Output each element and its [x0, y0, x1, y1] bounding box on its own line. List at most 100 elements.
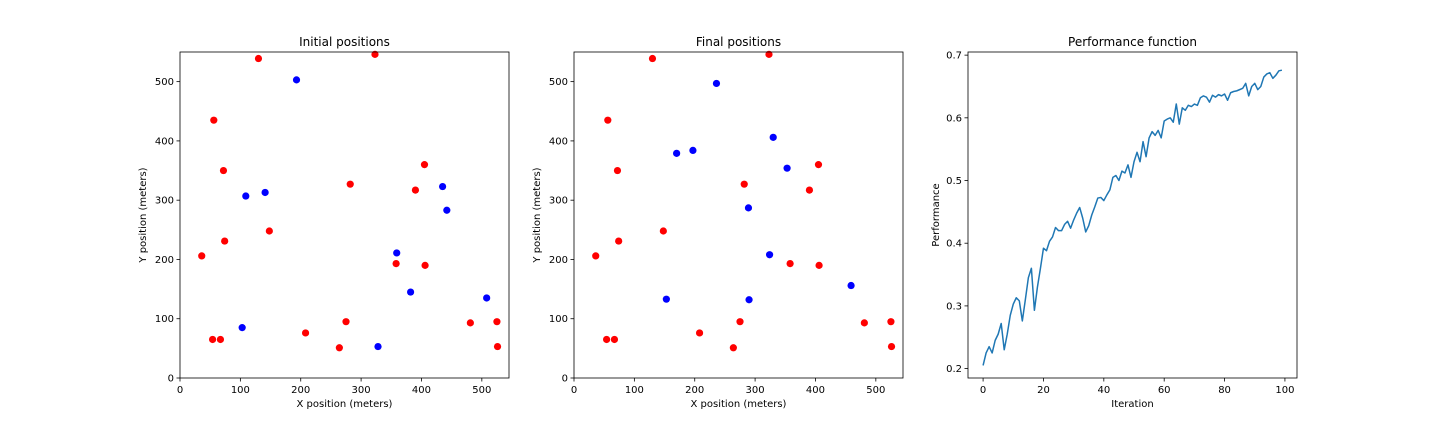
- data-point-blue-6: [407, 288, 415, 296]
- y-tick-label: 0.6: [946, 113, 962, 124]
- data-point-blue-9: [483, 294, 491, 302]
- performance-function-chart: Performance function 0 20 40 60 80 100 0.2 0.3 0.…: [931, 35, 1298, 410]
- data-point-red-5: [615, 237, 623, 245]
- data-point-blue-4: [744, 204, 753, 212]
- axes-frame: [573, 51, 904, 379]
- data-point-red-2: [210, 116, 218, 124]
- data-point-blue-3: [712, 79, 721, 88]
- x-tick-label: 100: [625, 385, 644, 396]
- data-point-red-9: [729, 344, 737, 352]
- y-tick-label: 0.4: [946, 239, 962, 250]
- data-point-red-16: [815, 261, 823, 269]
- x-tick-label: 500: [866, 385, 885, 396]
- y-tick-label: 0.7: [946, 51, 962, 62]
- y-tick-label: 0.2: [946, 364, 962, 375]
- data-point-blue-0: [238, 324, 246, 332]
- data-point-red-13: [392, 260, 400, 268]
- data-point-blue-0: [662, 295, 670, 303]
- y-tick-label: 0: [168, 374, 174, 385]
- data-point-red-19: [887, 342, 896, 351]
- y-tick-label: 100: [549, 314, 568, 325]
- data-point-blue-7: [438, 182, 447, 191]
- x-tick-label: 200: [291, 385, 310, 396]
- x-tick-label: 100: [231, 385, 250, 396]
- data-point-red-18: [887, 318, 895, 326]
- chart-title: Final positions: [696, 35, 781, 49]
- data-point-red-10: [342, 318, 350, 326]
- data-point-blue-3: [292, 76, 301, 84]
- data-point-red-4: [219, 166, 228, 175]
- data-point-red-3: [610, 335, 619, 344]
- data-point-red-7: [659, 227, 667, 235]
- data-point-blue-7: [769, 133, 777, 141]
- data-point-red-8: [695, 329, 704, 337]
- axes-frame: [179, 51, 510, 379]
- y-axis-label: Y position (meters): [138, 167, 149, 263]
- y-tick-label: 200: [155, 255, 174, 266]
- y-tick-label: 0.3: [946, 301, 962, 312]
- y-tick-label: 400: [549, 136, 568, 147]
- data-point-red-11: [346, 180, 354, 188]
- x-tick-label: 300: [352, 385, 371, 396]
- data-point-red-10: [736, 318, 744, 326]
- data-point-red-13: [786, 260, 794, 268]
- x-tick-label: 500: [472, 385, 491, 396]
- data-point-red-16: [421, 261, 429, 269]
- data-point-red-1: [208, 335, 217, 344]
- x-tick-label: 100: [1275, 385, 1294, 396]
- x-axis-label: Iteration: [1111, 399, 1153, 410]
- data-point-red-12: [765, 50, 773, 58]
- x-tick-label: 80: [1218, 385, 1231, 396]
- x-tick-label: 300: [746, 385, 765, 396]
- data-point-blue-5: [393, 249, 401, 257]
- data-point-blue-4: [374, 342, 382, 351]
- data-point-red-15: [420, 161, 429, 169]
- data-point-red-12: [371, 50, 379, 58]
- y-tick-label: 500: [549, 77, 568, 88]
- final-positions-chart: Final positions 0 100 200 300 400 500 0 100 200 30…: [532, 35, 904, 410]
- data-point-red-8: [301, 329, 310, 337]
- data-point-blue-8: [783, 164, 791, 172]
- x-tick-label: 20: [1037, 385, 1050, 396]
- x-tick-label: 40: [1097, 385, 1110, 396]
- data-point-red-19: [493, 342, 502, 351]
- x-tick-label: 400: [806, 385, 825, 396]
- data-point-red-0: [198, 252, 206, 260]
- data-point-red-6: [254, 54, 263, 63]
- data-point-red-17: [466, 319, 474, 327]
- data-point-red-9: [335, 344, 343, 352]
- y-axis-label: Y position (meters): [532, 167, 543, 263]
- y-tick-label: 400: [155, 136, 174, 147]
- data-point-blue-1: [673, 149, 681, 157]
- data-point-red-14: [805, 186, 814, 194]
- y-tick-label: 0: [562, 374, 568, 385]
- y-tick-label: 500: [155, 77, 174, 88]
- y-axis-label: Performance: [931, 183, 942, 246]
- y-tick-label: 300: [549, 196, 568, 207]
- x-tick-label: 200: [685, 385, 704, 396]
- data-point-red-4: [613, 166, 622, 175]
- data-point-red-7: [265, 227, 273, 235]
- data-point-blue-9: [847, 281, 855, 290]
- chart-title: Initial positions: [299, 35, 390, 49]
- x-tick-label: 400: [412, 385, 431, 396]
- y-tick-label: 200: [549, 255, 568, 266]
- x-axis-label: X position (meters): [297, 399, 393, 410]
- data-point-red-14: [411, 186, 420, 194]
- data-point-red-1: [602, 335, 611, 344]
- performance-line: [982, 69, 1283, 366]
- x-tick-label: 0: [571, 385, 577, 396]
- data-point-blue-5: [745, 296, 753, 304]
- data-point-blue-6: [765, 251, 774, 259]
- initial-positions-chart: Initial positions 0 100 200 300 400 500 0 100 200…: [138, 35, 510, 410]
- data-point-red-0: [592, 252, 600, 260]
- data-point-red-11: [740, 180, 748, 188]
- data-point-red-3: [216, 335, 225, 344]
- chart-title: Performance function: [1068, 35, 1197, 49]
- data-point-red-6: [648, 54, 657, 63]
- y-tick-label: 0.5: [946, 176, 962, 187]
- data-point-blue-2: [689, 146, 697, 154]
- x-tick-label: 0: [980, 385, 986, 396]
- data-point-blue-8: [443, 206, 451, 214]
